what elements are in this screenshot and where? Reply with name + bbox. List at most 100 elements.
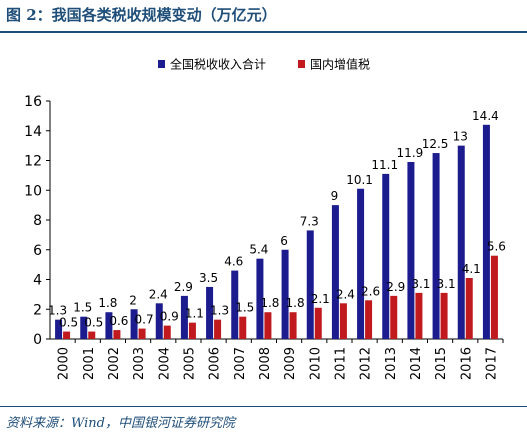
axes: 0 2 4 6 8 10 12 14 16 2000 2001 2002 2003 2004 2005 200… [24, 94, 504, 380]
data-label-vat: 2.4 [336, 287, 355, 301]
data-label-total: 2 [129, 293, 137, 307]
bar-total [432, 153, 440, 339]
data-label-total: 5.4 [249, 243, 268, 257]
y-tick-label: 6 [33, 243, 42, 259]
y-tick-label: 10 [24, 183, 42, 199]
data-label-total: 1.5 [73, 301, 92, 315]
bar-total [382, 173, 390, 339]
x-tick-label: 2005 [182, 347, 197, 380]
data-label-total: 3.5 [199, 271, 218, 285]
data-label-vat: 1.8 [286, 296, 305, 310]
bar-vat [415, 292, 423, 339]
bar-total [231, 270, 239, 339]
bar-total [281, 249, 289, 339]
bar-vat [390, 295, 398, 339]
bar-vat [465, 278, 473, 339]
title-rule [0, 31, 527, 33]
y-tick-label: 12 [24, 154, 42, 170]
bar-vat [490, 255, 498, 339]
bar-total [130, 309, 138, 339]
data-label-vat: 3.1 [437, 277, 456, 291]
data-label-total: 13 [453, 130, 468, 144]
bar-total [55, 319, 63, 339]
bar-vat [239, 316, 247, 339]
data-label-total: 1.8 [98, 296, 117, 310]
data-label-total: 1.3 [48, 304, 67, 318]
bar-total [331, 205, 339, 339]
data-label-total: 9 [331, 189, 339, 203]
y-tick-label: 16 [24, 94, 42, 110]
bar-vat [339, 303, 347, 339]
legend-label-total: 全国税收收入合计 [170, 57, 266, 72]
bar-total [306, 230, 314, 339]
data-label-vat: 0.5 [59, 316, 78, 330]
data-label-vat: 1.5 [235, 301, 254, 315]
data-label-total: 2.4 [149, 287, 168, 301]
bar-vat [289, 312, 297, 339]
x-tick-label: 2008 [258, 347, 273, 380]
data-label-vat: 2.6 [361, 284, 380, 298]
source-note: 资料来源：Wind，中国银河证券研究院 [6, 416, 235, 431]
data-label-vat: 1.8 [260, 296, 279, 310]
bar-vat [188, 322, 196, 339]
data-label-vat: 4.1 [462, 262, 481, 276]
x-tick-label: 2017 [484, 347, 499, 380]
y-tick-label: 8 [33, 213, 42, 229]
data-label-vat: 0.9 [160, 310, 179, 324]
x-tick-label: 2011 [333, 347, 348, 380]
y-tick-label: 0 [33, 332, 42, 348]
data-label-vat: 0.5 [84, 316, 103, 330]
y-tick-label: 14 [24, 124, 42, 140]
y-tick-label: 2 [33, 302, 42, 318]
data-label-vat: 1.3 [210, 304, 229, 318]
x-tick-label: 2001 [82, 347, 97, 380]
source-rule [0, 406, 527, 407]
data-label-vat: 1.1 [185, 307, 204, 321]
bar-vat [440, 292, 448, 339]
bar-total [457, 145, 465, 339]
data-label-total: 11.9 [397, 146, 424, 160]
x-tick-label: 2002 [107, 347, 122, 380]
data-label-total: 4.6 [224, 255, 243, 269]
bar-vat [264, 312, 272, 339]
data-label-vat: 0.6 [109, 314, 128, 328]
x-tick-label: 2004 [157, 347, 172, 380]
data-label-total: 14.4 [472, 109, 499, 123]
bar-vat [63, 331, 71, 339]
y-tick-label: 4 [33, 273, 42, 289]
data-label-total: 11.1 [371, 158, 398, 172]
chart-title: 图 2：我国各类税收规模变动（万亿元） [6, 6, 277, 24]
x-tick-label: 2013 [384, 347, 399, 380]
data-label-total: 2.9 [174, 280, 193, 294]
data-label-vat: 5.6 [487, 240, 506, 254]
bar-total [206, 286, 214, 339]
data-label-total: 6 [280, 234, 288, 248]
legend-swatch-total [158, 60, 165, 68]
data-label-total: 12.5 [422, 137, 449, 151]
data-label-total: 10.1 [346, 173, 373, 187]
x-tick-label: 2015 [434, 347, 449, 380]
bar-vat [365, 300, 373, 339]
data-label-vat: 2.1 [311, 292, 330, 306]
bar-total [155, 303, 163, 339]
bar-total [357, 188, 365, 339]
bar-vat [113, 330, 121, 339]
legend-label-vat: 国内增值税 [310, 57, 370, 72]
bar-total [80, 316, 88, 339]
bar-vat [88, 331, 96, 339]
bar-vat [314, 307, 322, 339]
x-tick-label: 2007 [233, 347, 248, 380]
bar-total [180, 295, 188, 339]
data-labels: 1.30.51.50.51.80.620.72.40.92.91.13.51.3… [48, 109, 506, 330]
x-tick-label: 2014 [409, 347, 424, 380]
bar-total [105, 312, 113, 339]
data-label-vat: 3.1 [411, 277, 430, 291]
bar-total [256, 258, 264, 339]
bars [55, 124, 498, 339]
legend-swatch-vat [298, 60, 305, 68]
x-tick-label: 2000 [57, 347, 72, 380]
x-tick-label: 2012 [359, 347, 374, 380]
bar-vat [214, 319, 222, 339]
x-tick-label: 2009 [283, 347, 298, 380]
